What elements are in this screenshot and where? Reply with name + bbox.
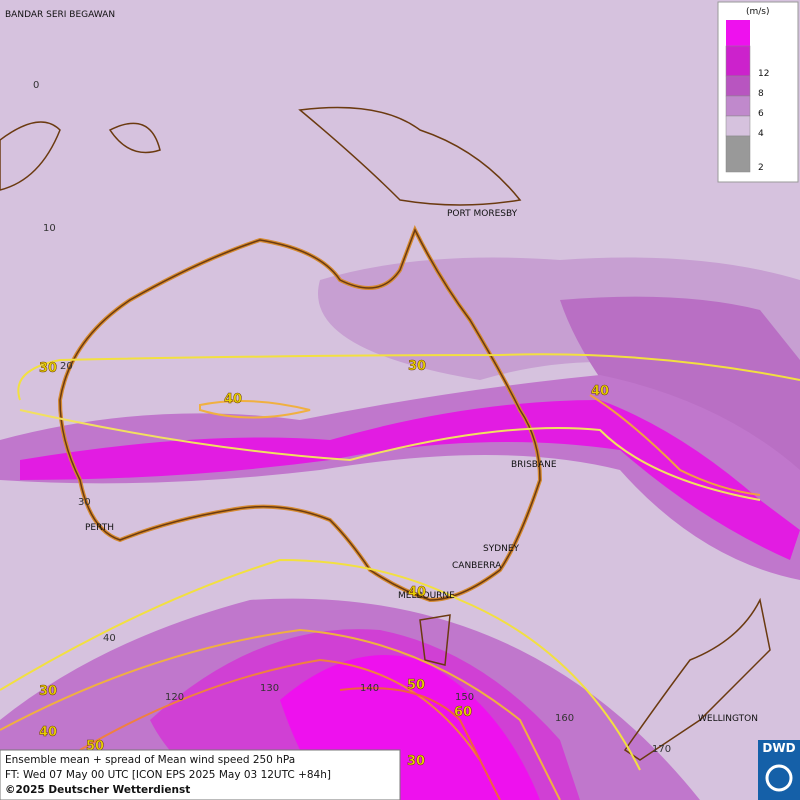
- longitude-label: 150: [455, 692, 474, 703]
- coastlines: [0, 106, 771, 761]
- legend-unit: (m/s): [746, 7, 770, 17]
- legend-swatch: [725, 115, 751, 137]
- contour-label: 30: [407, 754, 425, 769]
- longitude-label: 160: [555, 713, 574, 724]
- contour-label: 30: [39, 684, 57, 699]
- legend-label: 8: [758, 89, 764, 99]
- contour-label: 40: [224, 392, 242, 407]
- latitude-label: 0: [33, 80, 39, 91]
- city-label: MELBOURNE: [398, 591, 455, 601]
- latitude-label: 20: [60, 361, 73, 372]
- city-label: BANDAR SERI BEGAWAN: [5, 10, 115, 20]
- city-label: BRISBANE: [511, 460, 557, 470]
- city-label: PERTH: [85, 523, 114, 533]
- legend-swatch: [725, 135, 751, 173]
- footer-box: [0, 749, 401, 800]
- legend-label: 4: [758, 129, 764, 139]
- legend-swatch: [725, 75, 751, 97]
- logo-text: DWD: [762, 741, 795, 755]
- contours: [0, 353, 800, 800]
- legend-label: 2: [758, 163, 764, 173]
- city-label: CANBERRA: [452, 561, 502, 571]
- latitude-label: 30: [78, 497, 91, 508]
- contour-label: 30: [39, 361, 57, 376]
- footer-line: FT: Wed 07 May 00 UTC [ICON EPS 2025 May…: [5, 769, 331, 781]
- legend-label: 6: [758, 109, 764, 119]
- legend-swatch: [725, 95, 751, 117]
- footer: Ensemble mean + spread of Mean wind spee…: [0, 749, 401, 800]
- city-label: WELLINGTON: [698, 714, 758, 724]
- longitude-label: 170: [652, 744, 671, 755]
- footer-line: ©2025 Deutscher Wetterdienst: [5, 784, 190, 796]
- longitude-label: 120: [165, 692, 184, 703]
- contour-label: 40: [408, 585, 426, 600]
- contour-label: 40: [591, 384, 609, 399]
- footer-line: Ensemble mean + spread of Mean wind spee…: [5, 754, 295, 766]
- city-label: SYDNEY: [483, 544, 520, 554]
- contour-label: 60: [454, 705, 472, 720]
- legend-label: 12: [758, 69, 769, 79]
- legend: (m/s) 12 8 6 4 2: [717, 1, 799, 183]
- longitude-label: 140: [360, 683, 379, 694]
- latitude-label: 10: [43, 223, 56, 234]
- city-label: PORT MORESBY: [447, 209, 518, 219]
- contour-label: 30: [408, 359, 426, 374]
- legend-swatch: [725, 45, 751, 77]
- legend-swatch: [726, 20, 750, 46]
- longitude-label: 130: [260, 683, 279, 694]
- contour-label: 50: [407, 678, 425, 693]
- latitude-label: 40: [103, 633, 116, 644]
- wind-fields: [0, 257, 800, 800]
- logo: DWD: [758, 740, 800, 800]
- contour-label: 40: [39, 725, 57, 740]
